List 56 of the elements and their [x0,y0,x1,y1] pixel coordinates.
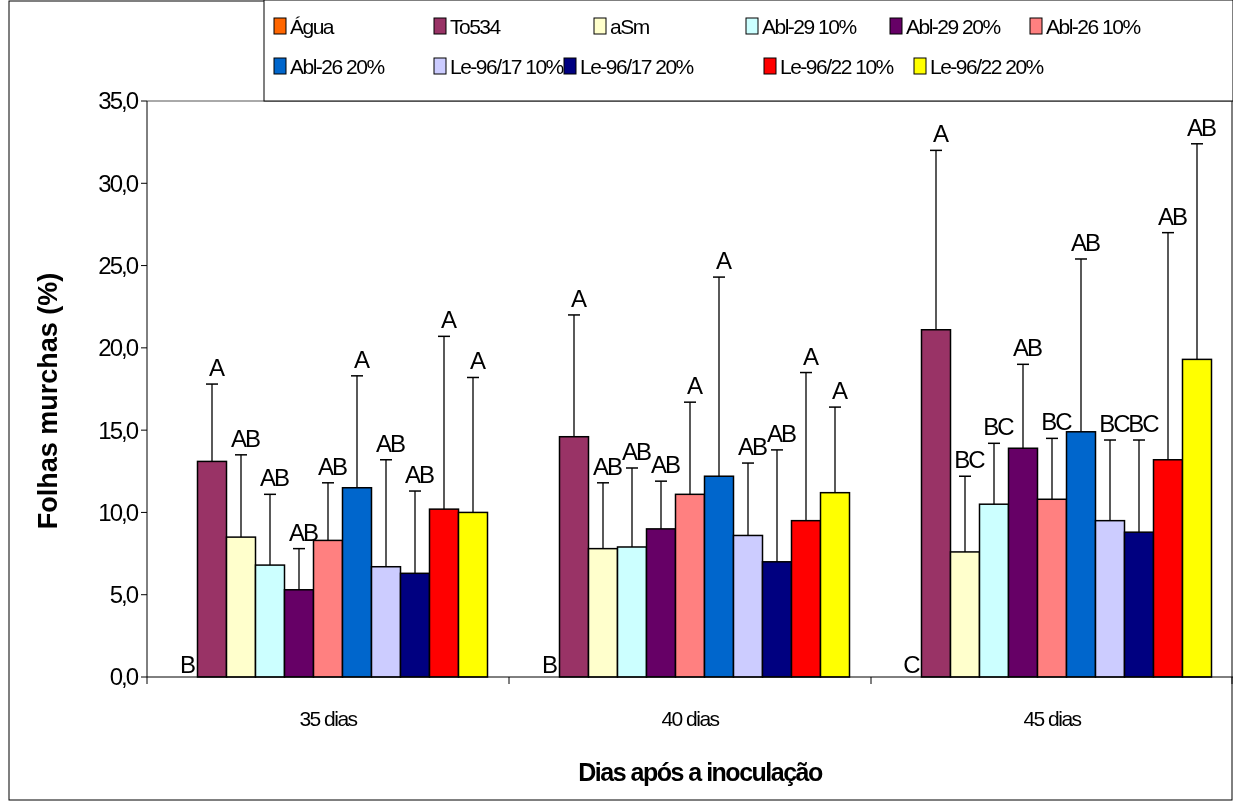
annotation: AB [288,518,318,546]
annotation: A [715,247,732,275]
x-axis-title: Dias após a inoculação [578,758,823,786]
annotation: BC [954,446,986,474]
annotation: AB [404,461,434,489]
y-tick-label: 15,0 [98,416,139,444]
annotation: B [179,651,195,678]
annotation: AB [1186,113,1216,141]
annotation: AB [737,433,767,461]
y-axis-title: Folhas murchas (%) [33,272,63,530]
legend-label: Le-96/17 10% [450,55,564,78]
legend-label: aSm [610,15,650,38]
legend-label: Le-96/22 10% [780,55,894,78]
annotation: A [440,306,457,334]
annotation: AB [230,424,260,452]
legend-label: Abl-29 10% [762,15,857,38]
annotation: A [208,354,225,382]
annotation: AB [1070,228,1100,256]
x-tick-label: 40 dias [661,707,720,730]
annotation: AB [1157,202,1187,230]
y-tick-label: 0,0 [109,663,139,691]
legend-label: Le-96/17 20% [580,55,694,78]
y-tick-label: 20,0 [98,334,139,362]
x-tick-label: 45 dias [1023,707,1082,730]
legend-label: Le-96/22 20% [930,55,1044,78]
y-tick-label: 5,0 [109,581,139,609]
legend-label: To534 [450,15,502,38]
annotation: A [686,372,703,400]
annotation: A [932,120,949,148]
annotation: BC [983,413,1015,441]
annotation: AB [621,437,651,465]
annotation: C [903,651,921,678]
y-tick-label: 10,0 [98,498,139,526]
annotation: AB [766,419,796,447]
annotation: A [570,284,587,312]
annotation: AB [592,452,622,480]
annotation: A [353,345,370,373]
annotation: AB [375,429,405,457]
x-tick-label: 35 dias [299,707,358,730]
annotation: AB [259,464,289,492]
annotation: AB [317,452,347,480]
annotation: A [469,347,486,375]
legend-label: Abl-26 20% [290,55,385,78]
annotation: AB [1012,334,1042,362]
annotation: A [831,377,848,405]
legend-label: Água [290,15,335,38]
annotation: B [541,651,557,678]
y-tick-label: 30,0 [98,169,139,197]
annotation: A [802,342,819,370]
y-tick-label: 35,0 [98,87,139,115]
legend-label: Abl-26 10% [1046,15,1141,38]
y-tick-label: 25,0 [98,251,139,279]
annotation: BC [1128,410,1160,438]
legend-label: Abl-29 20% [906,15,1001,38]
annotation: AB [650,451,680,479]
annotation: BC [1041,408,1073,436]
